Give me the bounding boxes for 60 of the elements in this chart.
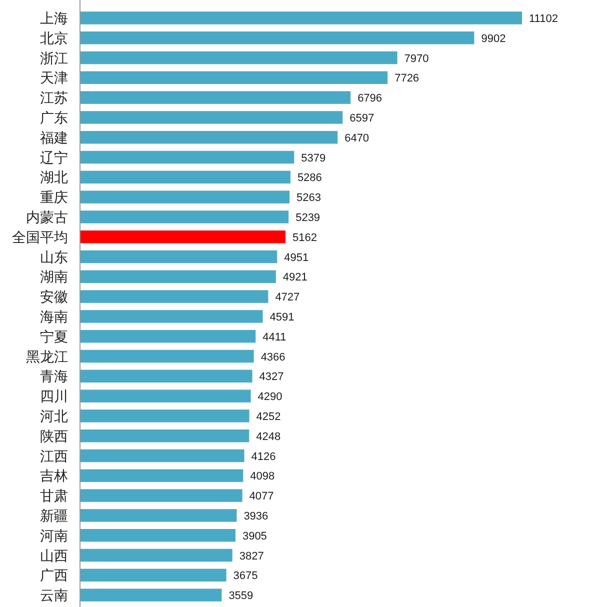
y-tick-label: 云南 <box>40 587 68 604</box>
y-tick-label: 新疆 <box>40 507 68 524</box>
data-label: 5263 <box>296 192 322 204</box>
data-label: 4248 <box>256 430 281 443</box>
data-label: 5379 <box>301 152 326 164</box>
y-tick-label: 吉林 <box>40 468 68 484</box>
data-label: 5162 <box>292 232 317 244</box>
y-tick-label: 广西 <box>40 567 68 584</box>
data-label: 3827 <box>239 550 264 562</box>
y-tick-label: 河南 <box>40 527 68 544</box>
data-label: 5239 <box>296 212 320 224</box>
y-tick-label: 山东 <box>40 248 68 265</box>
data-label: 6796 <box>358 92 382 105</box>
y-tick-label: 全国平均 <box>12 228 68 245</box>
y-tick-label: 甘肃 <box>40 488 68 504</box>
y-tick-label: 湖北 <box>40 169 68 186</box>
data-label: 6597 <box>350 112 374 124</box>
y-tick-label: 江苏 <box>40 90 68 106</box>
data-label: 4252 <box>256 410 281 423</box>
y-tick-label: 上海 <box>40 10 68 26</box>
y-tick-label: 青海 <box>40 368 68 384</box>
data-label: 4126 <box>251 450 276 463</box>
data-label: 3675 <box>233 570 258 582</box>
data-label: 4727 <box>275 292 300 304</box>
data-label: 3905 <box>242 530 267 542</box>
y-tick-label: 内蒙古 <box>26 208 68 225</box>
data-label: 4951 <box>284 252 309 264</box>
data-label: 7726 <box>394 72 420 85</box>
y-tick-label: 重庆 <box>40 189 68 206</box>
y-tick-label: 天津 <box>40 70 68 86</box>
data-label: 5286 <box>297 172 322 184</box>
y-tick-label: 福建 <box>40 129 68 146</box>
data-label: 4327 <box>259 371 284 384</box>
y-tick-label: 海南 <box>40 308 68 324</box>
data-label: 7970 <box>404 52 429 65</box>
data-label: 4921 <box>282 272 308 284</box>
data-label: 4591 <box>270 311 294 324</box>
y-tick-label: 浙江 <box>40 50 68 66</box>
y-tick-label: 湖南 <box>40 268 68 285</box>
y-tick-label: 四川 <box>40 388 68 404</box>
y-tick-label: 广东 <box>40 109 68 126</box>
data-label: 4077 <box>249 490 274 503</box>
y-tick-label: 河北 <box>40 408 68 424</box>
data-label: 11102 <box>529 12 558 25</box>
y-tick-label: 山西 <box>40 547 68 564</box>
data-label: 9902 <box>481 32 506 45</box>
data-label: 4411 <box>262 331 286 344</box>
y-tick-label: 北京 <box>40 30 68 46</box>
data-label: 3559 <box>228 590 254 602</box>
y-tick-label: 黑龙江 <box>26 348 68 364</box>
y-tick-label: 宁夏 <box>40 328 68 344</box>
data-label: 4366 <box>260 351 286 364</box>
y-tick-label: 江西 <box>40 448 68 464</box>
data-label: 4290 <box>258 391 282 404</box>
y-tick-label: 辽宁 <box>40 149 68 166</box>
y-tick-label: 陕西 <box>40 428 68 444</box>
y-tick-label: 安徽 <box>40 288 68 305</box>
data-label: 4098 <box>250 470 275 483</box>
data-label: 6470 <box>344 132 370 144</box>
data-label: 3936 <box>244 510 268 522</box>
